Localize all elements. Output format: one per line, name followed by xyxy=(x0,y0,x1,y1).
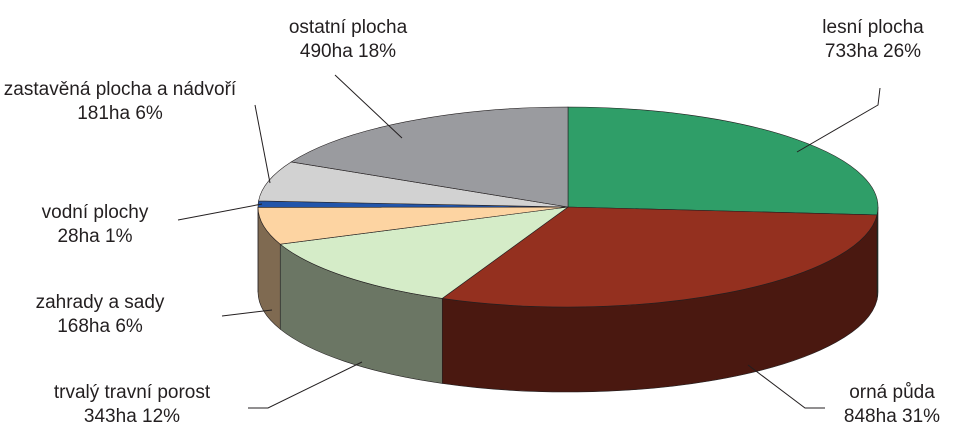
value-label: 28ha 1% xyxy=(57,226,133,247)
leader-line xyxy=(796,87,881,153)
leader-line xyxy=(747,364,825,409)
slice xyxy=(290,106,569,208)
slice-label: trvalý travní porost 343ha 12% xyxy=(54,381,210,429)
value-label: 733ha 26% xyxy=(824,41,922,62)
leader-line xyxy=(248,361,363,409)
tops xyxy=(257,106,879,308)
category-label: vodní plochy xyxy=(41,202,149,223)
category-label: lesní plocha xyxy=(822,17,924,38)
slice-label: zahrady a sady 168ha 6% xyxy=(36,291,165,339)
value-label: 181ha 6% xyxy=(77,103,163,124)
slice-label: lesní plocha 733ha 26% xyxy=(822,16,923,64)
value-label: 168ha 6% xyxy=(57,316,143,337)
slice-label: zastavěná plocha a nádvoří 181ha 6% xyxy=(0,78,240,126)
slice-label: vodní plochy 28ha 1% xyxy=(42,201,149,249)
leader-line xyxy=(177,203,263,221)
leader-line xyxy=(334,74,403,139)
value-label: 490ha 18% xyxy=(299,41,397,62)
value-label: 343ha 12% xyxy=(83,406,181,427)
slice xyxy=(279,206,569,299)
slice xyxy=(258,161,569,208)
slice xyxy=(567,106,879,216)
value-label: 848ha 31% xyxy=(843,406,941,427)
category-label: trvalý travní porost xyxy=(53,382,211,403)
category-label: zastavěná plocha a nádvoří xyxy=(3,79,237,100)
slice-label: orná půda 848ha 31% xyxy=(844,381,940,429)
category-label: zahrady a sady xyxy=(35,292,165,313)
category-label: ostatní plocha xyxy=(288,17,408,38)
leader-line xyxy=(221,309,273,317)
leader-line xyxy=(254,104,271,184)
category-label: orná půda xyxy=(849,382,935,403)
slice-label: ostatní plocha 490ha 18% xyxy=(289,16,407,64)
slice xyxy=(441,206,878,308)
